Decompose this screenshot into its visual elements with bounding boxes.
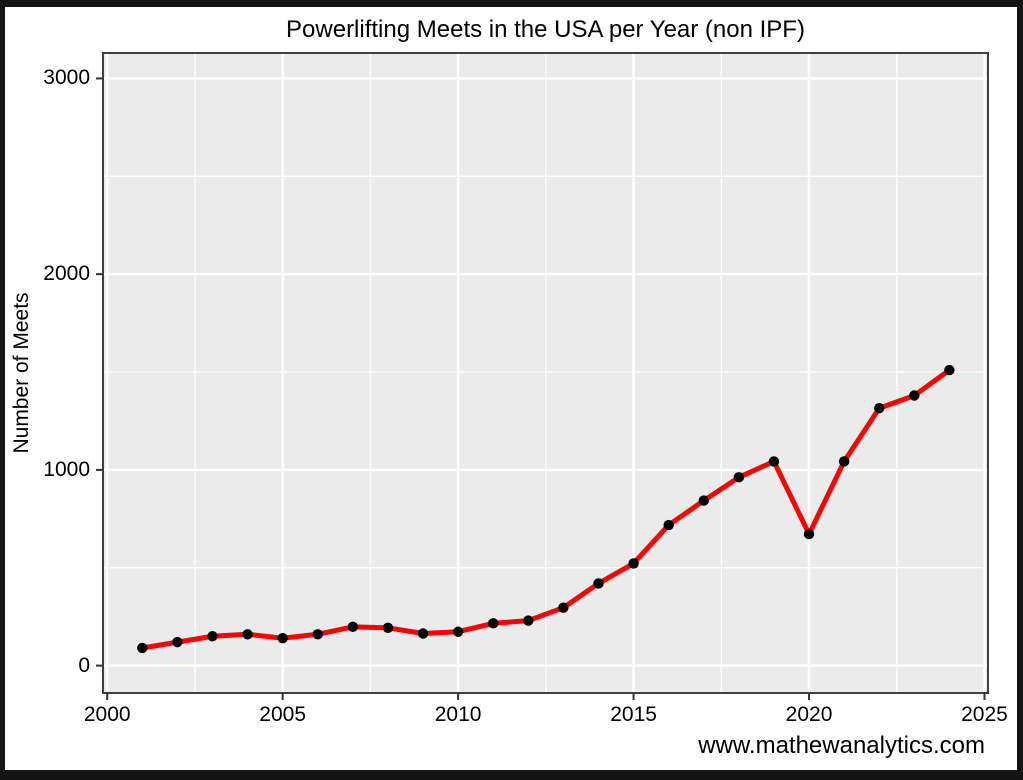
data-point — [452, 626, 464, 637]
data-point — [137, 642, 148, 654]
x-tick-label: 2000 — [83, 703, 131, 726]
data-point — [663, 519, 674, 531]
data-point — [523, 615, 534, 626]
x-tick-label: 2010 — [434, 703, 482, 726]
data-point — [944, 364, 955, 376]
data-point — [838, 456, 850, 467]
data-point — [593, 578, 604, 589]
data-point — [347, 621, 359, 633]
data-point — [277, 632, 288, 644]
series-line — [139, 367, 952, 651]
chart-title: Powerlifting Meets in the USA per Year (… — [286, 16, 805, 43]
x-tick-label: 2005 — [259, 703, 307, 726]
data-point — [242, 629, 253, 640]
data-point — [698, 495, 709, 506]
y-tick-label: 2000 — [43, 262, 90, 286]
panel-border — [102, 52, 989, 694]
data-point — [312, 629, 323, 640]
data-point — [909, 390, 920, 401]
data-point — [172, 636, 183, 648]
y-tick-label: 3000 — [43, 66, 90, 90]
data-point — [803, 528, 815, 540]
x-tick-label: 2015 — [610, 703, 657, 726]
data-point — [382, 622, 394, 634]
y-tick-label: 1000 — [43, 457, 90, 481]
data-point — [488, 618, 499, 629]
data-point — [417, 628, 429, 639]
data-point — [628, 558, 639, 569]
data-point — [768, 456, 780, 467]
data-point — [874, 403, 885, 414]
watermark-text: www.mathewanalytics.com — [698, 732, 985, 759]
data-point — [733, 472, 745, 483]
x-tick-label: 2025 — [961, 703, 1008, 726]
data-point — [558, 602, 569, 613]
data-point — [207, 631, 218, 642]
x-tick-label: 2020 — [785, 703, 833, 726]
y-tick-label: 0 — [78, 653, 90, 677]
